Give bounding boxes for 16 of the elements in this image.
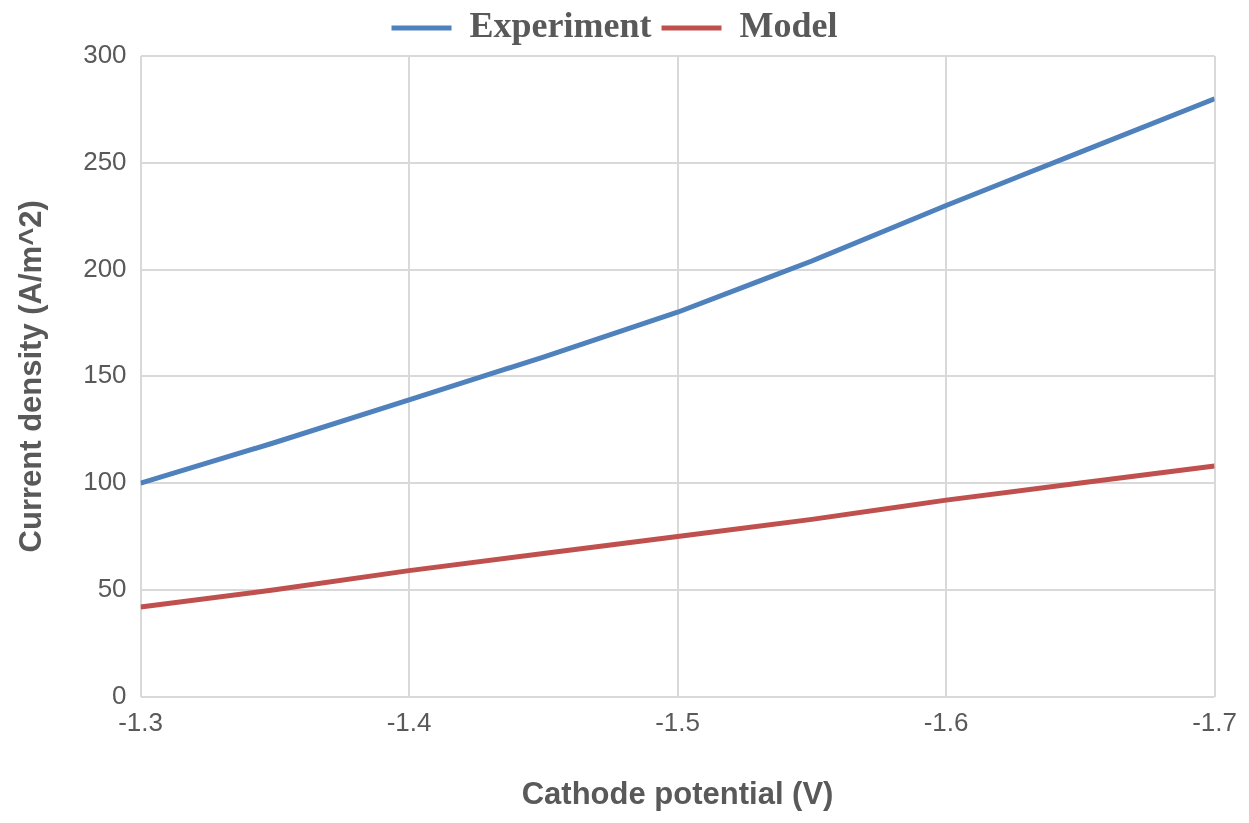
- y-tick-label: 250: [83, 145, 127, 176]
- y-tick-label: 100: [83, 466, 127, 497]
- y-tick-label: 0: [112, 679, 127, 710]
- x-tick-label: -1.6: [923, 707, 969, 738]
- x-tick-label: -1.5: [655, 707, 700, 738]
- legend-label: Experiment: [469, 5, 652, 46]
- y-tick-label: 200: [83, 252, 127, 283]
- y-tick-label: 150: [83, 359, 127, 390]
- y-axis-title: Current density (A/m^2): [13, 200, 49, 553]
- y-tick-label: 50: [97, 573, 127, 604]
- y-tick-label: 300: [83, 39, 127, 70]
- x-axis-title: Cathode potential (V): [521, 775, 834, 811]
- x-tick-label: -1.3: [118, 707, 163, 738]
- x-tick-label: -1.4: [386, 707, 432, 738]
- legend-label: Model: [739, 5, 838, 46]
- x-tick-label: -1.7: [1192, 707, 1238, 738]
